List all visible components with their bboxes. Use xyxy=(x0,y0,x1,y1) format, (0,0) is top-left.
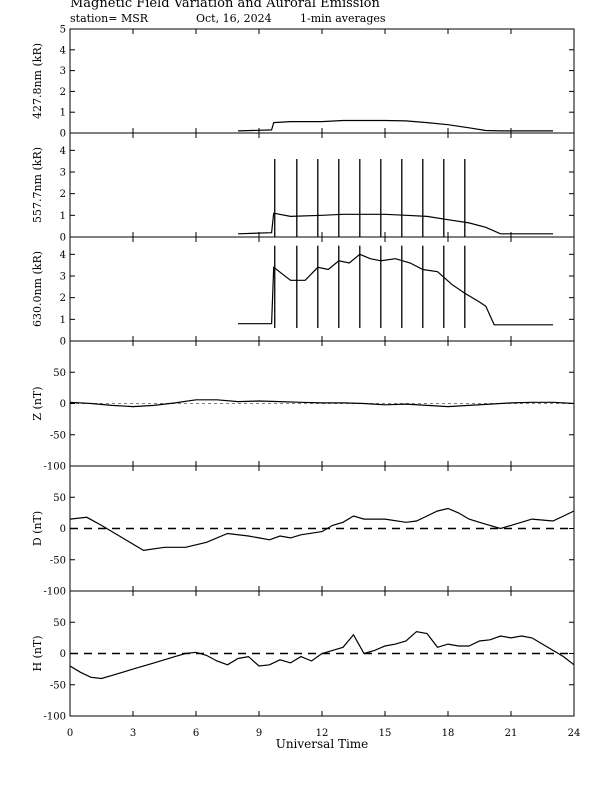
y-tick-label: -50 xyxy=(50,555,66,566)
x-tick-label: 12 xyxy=(316,728,329,739)
date-label: Oct, 16, 2024 xyxy=(196,12,272,25)
y-axis-label: 557.7nm (kR) xyxy=(31,147,44,223)
y-tick-label: 0 xyxy=(60,399,66,410)
x-tick-label: 3 xyxy=(130,728,136,739)
x-tick-label: 21 xyxy=(505,728,518,739)
x-tick-label: 0 xyxy=(67,728,73,739)
x-tick-label: 18 xyxy=(442,728,455,739)
x-tick-label: 9 xyxy=(256,728,262,739)
y-axis-label: H (nT) xyxy=(31,635,44,671)
data-series-line xyxy=(69,630,575,680)
y-tick-label: 4 xyxy=(60,146,66,157)
y-axis-label: 427.8nm (kR) xyxy=(31,43,44,119)
y-tick-label: -50 xyxy=(50,680,66,691)
averaging-label: 1-min averages xyxy=(300,12,386,25)
y-tick-label: 1 xyxy=(60,211,66,222)
y-tick-label: 3 xyxy=(60,168,66,179)
x-tick-label: 24 xyxy=(568,728,581,739)
x-tick-label: 15 xyxy=(379,728,392,739)
panel-frame xyxy=(69,28,575,134)
y-axis-label: Z (nT) xyxy=(31,386,44,420)
y-tick-label: 3 xyxy=(60,272,66,283)
panel-frame xyxy=(69,132,575,238)
y-tick-label: 0 xyxy=(60,337,66,348)
y-tick-label: 4 xyxy=(60,250,66,261)
y-tick-label: 4 xyxy=(60,45,66,56)
y-tick-label: 50 xyxy=(53,493,66,504)
x-tick-label: 6 xyxy=(193,728,199,739)
station-label: station= MSR xyxy=(70,12,149,25)
y-tick-label: 1 xyxy=(60,108,66,119)
data-series-line xyxy=(237,212,553,235)
y-tick-label: 0 xyxy=(60,649,66,660)
data-series-line xyxy=(69,399,575,408)
y-tick-label: 1 xyxy=(60,315,66,326)
y-tick-label: -100 xyxy=(44,462,66,473)
x-axis-label: Universal Time xyxy=(276,737,369,751)
y-tick-label: 0 xyxy=(60,524,66,535)
y-tick-label: -100 xyxy=(44,712,66,723)
y-tick-label: 2 xyxy=(60,87,66,98)
y-tick-label: 2 xyxy=(60,189,66,200)
y-tick-label: 5 xyxy=(60,25,66,36)
y-tick-label: -100 xyxy=(44,587,66,598)
y-tick-label: -50 xyxy=(50,430,66,441)
y-tick-label: 50 xyxy=(53,368,66,379)
data-series-line xyxy=(238,253,553,326)
data-series-line xyxy=(69,507,575,552)
y-axis-label: 630.0nm (kR) xyxy=(31,251,44,327)
y-tick-label: 0 xyxy=(60,129,66,140)
y-tick-label: 0 xyxy=(60,233,66,244)
chart-title: Magnetic Field Variation and Auroral Emi… xyxy=(70,0,380,11)
data-series-line xyxy=(237,119,553,132)
y-tick-label: 2 xyxy=(60,293,66,304)
y-tick-label: 50 xyxy=(53,618,66,629)
y-axis-label: D (nT) xyxy=(31,511,44,546)
y-tick-label: 3 xyxy=(60,66,66,77)
